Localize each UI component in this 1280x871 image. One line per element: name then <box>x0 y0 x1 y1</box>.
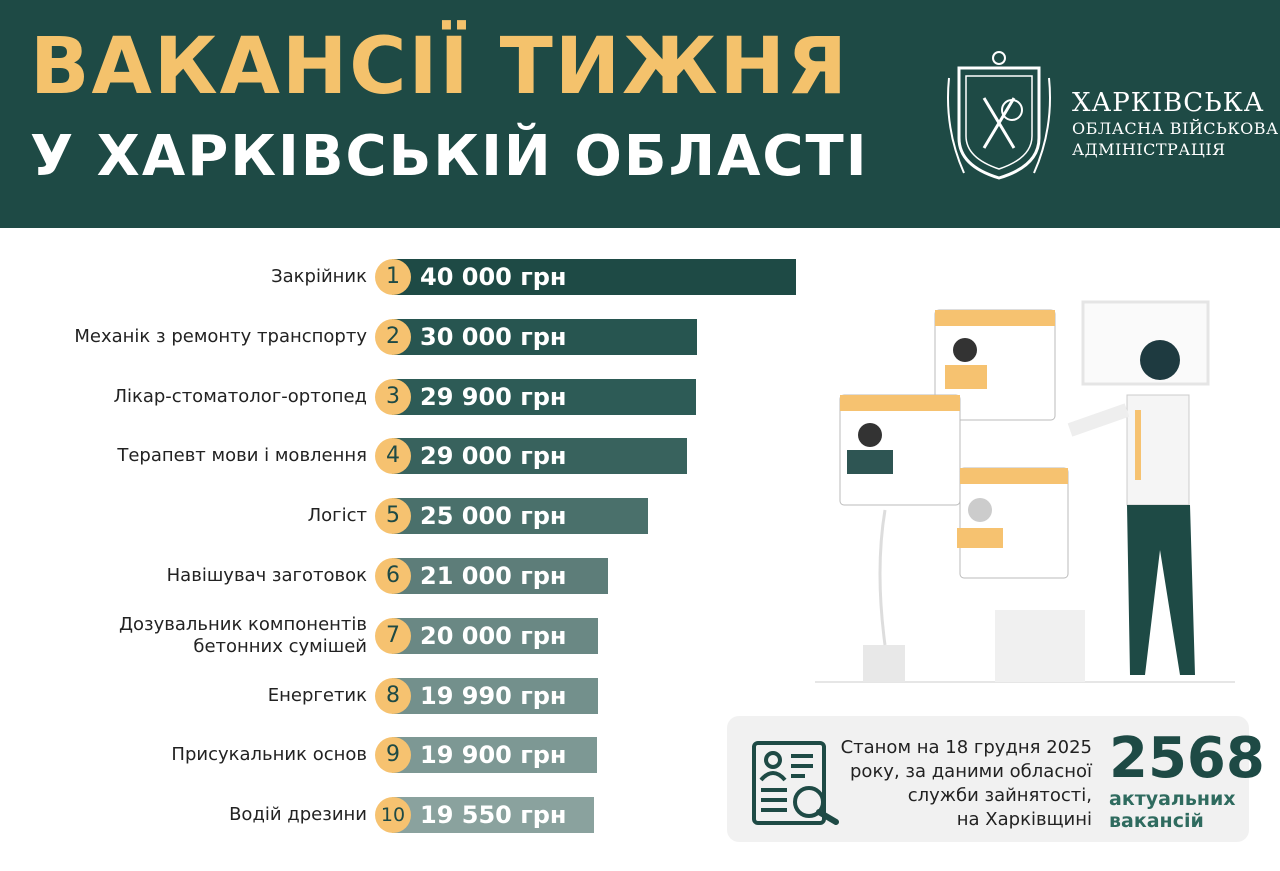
value-label: 19 550 грн <box>420 801 567 830</box>
info-panel: Станом на 18 грудня 2025 року, за даними… <box>727 716 1265 842</box>
rank-badge: 2 <box>375 318 411 355</box>
category-label: Механік з ремонту транспорту <box>74 325 367 347</box>
header-banner: ВАКАНСІЇ ТИЖНЯ У ХАРКІВСЬКІЙ ОБЛАСТІ ХАР… <box>0 0 1280 228</box>
rank-badge: 5 <box>375 498 411 535</box>
resume-search-icon <box>752 741 839 825</box>
category-label: Логіст <box>307 505 367 527</box>
category-label: Закрійник <box>271 266 367 287</box>
page-title: ВАКАНСІЇ ТИЖНЯ <box>30 22 849 112</box>
value-label: 19 990 грн <box>420 681 567 710</box>
info-line: Станом на 18 грудня 2025 <box>840 737 1092 758</box>
bar <box>392 558 609 594</box>
category-label: Навішувач заготовок <box>166 565 367 586</box>
value-label: 19 900 грн <box>420 741 567 770</box>
value-label: 40 000 грн <box>420 263 567 291</box>
bar <box>392 737 598 774</box>
rank-badge: 9 <box>375 737 411 774</box>
person <box>1067 340 1195 675</box>
bar <box>392 617 599 654</box>
value-label: 21 000 грн <box>420 562 567 590</box>
info-line: служби зайнятості, <box>907 785 1092 806</box>
rank-badge: 8 <box>375 677 411 714</box>
org-line-1: ХАРКІВСЬКА <box>1072 88 1265 118</box>
bar <box>392 378 697 415</box>
coat-of-arms-icon <box>947 51 1051 180</box>
rank-badge: 1 <box>375 259 411 295</box>
rank-badge: 6 <box>375 558 411 594</box>
page-subtitle: У ХАРКІВСЬКІЙ ОБЛАСТІ <box>30 124 869 189</box>
info-text: Станом на 18 грудня 2025 року, за даними… <box>841 736 1092 832</box>
recruiter-illustration <box>815 300 1235 683</box>
value-label: 30 000 грн <box>420 322 567 351</box>
category-label: Енергетик <box>267 684 367 706</box>
vacancy-count: 2568 <box>1109 726 1265 791</box>
category-label: Водій дрезини <box>229 804 367 826</box>
vacancy-count-label: актуальних вакансій <box>1109 788 1236 832</box>
category-label: Дозувальник компонентів бетонних сумішей <box>118 613 367 657</box>
org-line-2: ОБЛАСНА ВІЙСЬКОВА <box>1072 119 1279 138</box>
bar <box>392 498 648 535</box>
info-line: року, за даними обласної <box>850 761 1092 782</box>
rank-badge: 10 <box>375 797 411 834</box>
count-label-1: актуальних <box>1109 788 1236 810</box>
category-label: Присукальник основ <box>171 744 367 766</box>
org-line-3: АДМІНІСТРАЦІЯ <box>1072 140 1226 159</box>
rank-badge: 4 <box>375 438 411 475</box>
rank-badge: 3 <box>375 378 411 415</box>
profile-card-1 <box>934 309 1056 421</box>
bar <box>392 797 594 834</box>
bar <box>392 318 698 355</box>
category-label: Терапевт мови і мовлення <box>117 445 367 467</box>
bar <box>392 438 688 475</box>
value-label: 25 000 грн <box>420 502 567 531</box>
value-label: 29 000 грн <box>420 442 567 471</box>
value-label: 29 900 грн <box>420 382 567 411</box>
bar <box>392 259 796 295</box>
info-line: на Харківщині <box>956 809 1092 830</box>
org-name: ХАРКІВСЬКА ОБЛАСНА ВІЙСЬКОВА АДМІНІСТРАЦ… <box>1072 88 1279 160</box>
value-label: 20 000 грн <box>420 621 567 650</box>
profile-card-2 <box>839 394 961 506</box>
category-label: Лікар-стоматолог-ортопед <box>113 385 367 407</box>
profile-card-3 <box>957 467 1069 579</box>
bar <box>392 677 599 714</box>
rank-badge: 7 <box>375 617 411 654</box>
count-label-2: вакансій <box>1109 810 1204 832</box>
